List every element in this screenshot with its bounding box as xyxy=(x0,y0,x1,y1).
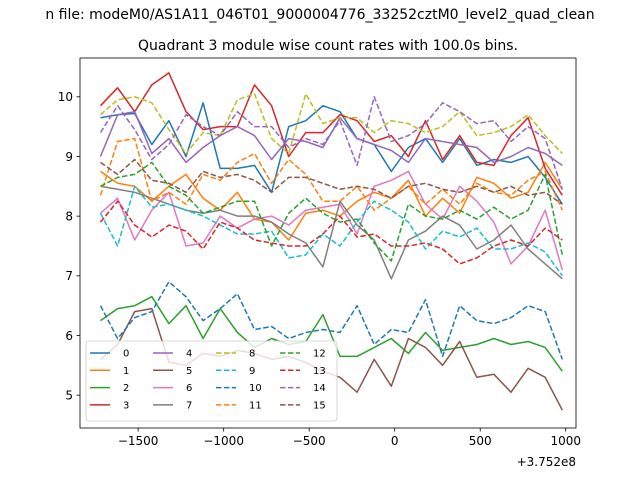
series-line-8 xyxy=(100,93,563,155)
legend-label-2: 2 xyxy=(123,383,129,394)
series-line-0 xyxy=(100,102,563,205)
series-line-2 xyxy=(100,295,563,372)
series-line-15 xyxy=(100,158,563,205)
chart-title: Quadrant 3 module wise count rates with … xyxy=(138,38,518,54)
legend-label-14: 14 xyxy=(313,383,326,394)
legend-label-5: 5 xyxy=(186,366,192,377)
legend-label-8: 8 xyxy=(249,349,255,360)
series-line-6 xyxy=(100,170,564,271)
legend-label-0: 0 xyxy=(123,349,129,360)
series-line-9 xyxy=(99,185,563,277)
x-tick-label: 1000 xyxy=(550,434,581,448)
x-axis: −1500 −1000 −500 0 500 1000 xyxy=(118,428,581,448)
figure-suptitle: n file: modeM0/AS1A11_046T01_9000004776_… xyxy=(45,7,594,23)
series-line-10 xyxy=(99,281,564,360)
series-line-14 xyxy=(99,96,564,190)
legend-label-6: 6 xyxy=(186,383,192,394)
plot-frame xyxy=(79,57,577,429)
legend-label-3: 3 xyxy=(123,401,129,412)
y-tick-label: 5 xyxy=(65,388,73,402)
legend-label-13: 13 xyxy=(313,366,326,377)
legend-label-11: 11 xyxy=(249,401,262,412)
y-tick-label: 10 xyxy=(58,90,73,104)
legend-label-4: 4 xyxy=(186,349,192,360)
legend-label-10: 10 xyxy=(249,383,262,394)
series-line-11 xyxy=(99,137,563,211)
x-tick-label: 0 xyxy=(391,434,399,448)
y-tick-label: 8 xyxy=(65,209,73,223)
series-layer xyxy=(99,72,564,411)
legend-label-7: 7 xyxy=(186,401,192,412)
series-line-12 xyxy=(100,161,564,262)
x-tick-label: −500 xyxy=(293,434,326,448)
y-axis: 5 6 7 8 9 10 xyxy=(58,90,80,402)
series-line-3 xyxy=(99,72,563,196)
y-tick-label: 9 xyxy=(65,150,73,164)
x-tick-label: −1500 xyxy=(118,434,159,448)
legend-label-9: 9 xyxy=(249,366,255,377)
x-tick-label: 500 xyxy=(469,434,492,448)
series-line-1 xyxy=(100,161,563,241)
y-tick-label: 7 xyxy=(65,269,73,283)
legend-label-15: 15 xyxy=(313,401,326,412)
y-tick-label: 6 xyxy=(65,329,73,343)
legend-label-12: 12 xyxy=(313,349,326,360)
x-tick-label: −1000 xyxy=(203,434,244,448)
legend-box xyxy=(85,340,338,422)
legend-label-1: 1 xyxy=(123,366,129,377)
series-line-13 xyxy=(99,200,563,265)
x-offset-label: +3.752e8 xyxy=(517,455,576,469)
